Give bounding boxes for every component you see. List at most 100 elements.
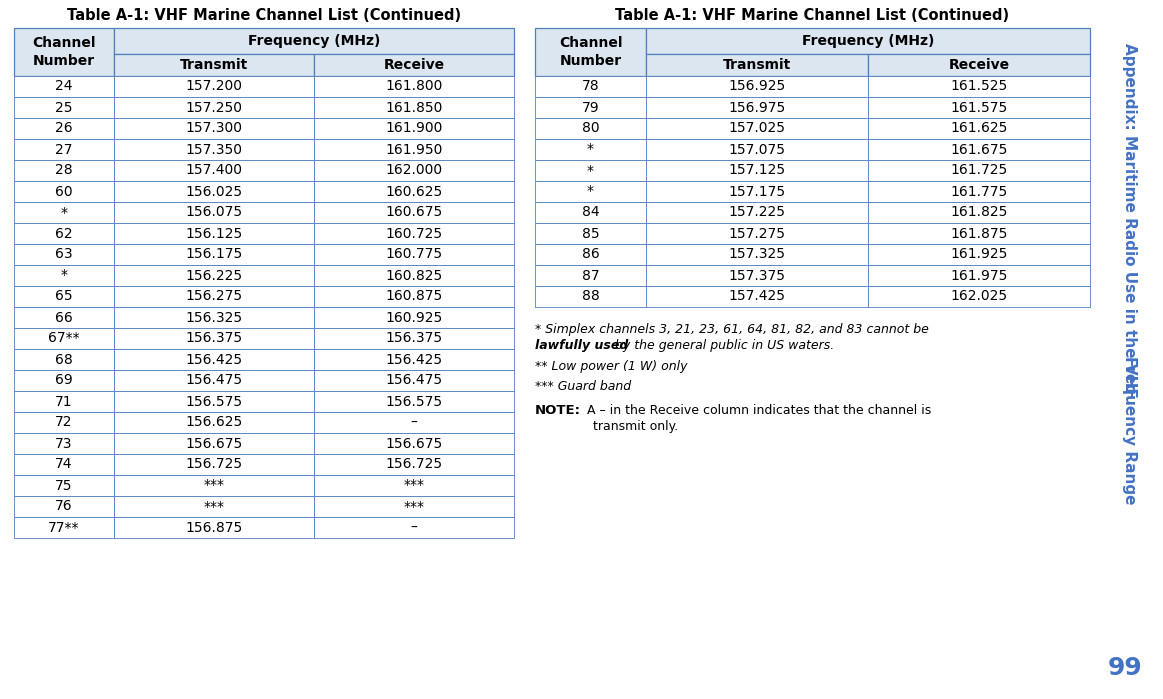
Text: 161.725: 161.725 <box>950 164 1007 178</box>
Text: 160.625: 160.625 <box>385 185 443 199</box>
Bar <box>114 370 314 391</box>
Bar <box>868 97 1090 118</box>
Bar <box>868 118 1090 139</box>
Bar <box>114 139 314 160</box>
Bar <box>114 181 314 202</box>
Bar <box>114 517 314 538</box>
Text: 156.425: 156.425 <box>385 352 443 366</box>
Bar <box>14 370 114 391</box>
Text: 156.325: 156.325 <box>185 310 243 324</box>
Text: ***: *** <box>404 500 424 514</box>
Text: Frequency (MHz): Frequency (MHz) <box>801 34 934 48</box>
Bar <box>868 223 1090 244</box>
Text: 161.975: 161.975 <box>950 268 1007 282</box>
Bar <box>14 181 114 202</box>
Text: 161.625: 161.625 <box>950 122 1007 136</box>
Bar <box>14 496 114 517</box>
Bar <box>645 181 868 202</box>
Text: Channel
Number: Channel Number <box>558 36 622 69</box>
Bar <box>114 391 314 412</box>
Text: 161.800: 161.800 <box>385 80 443 94</box>
Bar <box>14 412 114 433</box>
Bar <box>114 97 314 118</box>
Text: 156.975: 156.975 <box>728 101 786 115</box>
Bar <box>868 286 1090 307</box>
Bar <box>868 54 1090 76</box>
Text: 66: 66 <box>55 310 73 324</box>
Text: ***: *** <box>404 479 424 493</box>
Text: 156.675: 156.675 <box>185 436 243 450</box>
Bar <box>314 496 514 517</box>
Bar <box>314 118 514 139</box>
Bar <box>535 202 645 223</box>
Text: 156.375: 156.375 <box>185 331 243 345</box>
Text: 161.775: 161.775 <box>950 185 1007 199</box>
Bar <box>14 454 114 475</box>
Bar <box>868 181 1090 202</box>
Bar <box>314 370 514 391</box>
Text: 157.300: 157.300 <box>186 122 243 136</box>
Text: 76: 76 <box>55 500 73 514</box>
Text: 157.425: 157.425 <box>728 289 785 303</box>
Bar <box>14 265 114 286</box>
Bar <box>314 286 514 307</box>
Text: 157.025: 157.025 <box>728 122 785 136</box>
Text: 156.075: 156.075 <box>185 206 243 219</box>
Bar <box>314 139 514 160</box>
Text: 84: 84 <box>582 206 599 219</box>
Text: 160.725: 160.725 <box>385 226 443 240</box>
Text: Frequency (MHz): Frequency (MHz) <box>248 34 380 48</box>
Text: 156.375: 156.375 <box>385 331 443 345</box>
Text: –: – <box>411 521 418 535</box>
Text: 161.875: 161.875 <box>950 226 1007 240</box>
Text: 74: 74 <box>56 458 73 472</box>
Bar <box>314 328 514 349</box>
Text: 85: 85 <box>582 226 599 240</box>
Bar <box>314 307 514 328</box>
Bar <box>114 454 314 475</box>
Bar <box>314 76 514 97</box>
Text: 160.775: 160.775 <box>385 247 443 261</box>
Text: 69: 69 <box>55 373 73 387</box>
Text: 161.850: 161.850 <box>385 101 443 115</box>
Bar <box>645 139 868 160</box>
Text: 160.925: 160.925 <box>385 310 443 324</box>
Bar <box>645 76 868 97</box>
Bar <box>314 265 514 286</box>
Text: *: * <box>60 268 67 282</box>
Text: 156.025: 156.025 <box>185 185 243 199</box>
Text: 157.175: 157.175 <box>728 185 785 199</box>
Text: 157.200: 157.200 <box>186 80 243 94</box>
Text: 67**: 67** <box>48 331 80 345</box>
Bar <box>14 139 114 160</box>
Bar <box>114 475 314 496</box>
Bar <box>314 160 514 181</box>
Text: *: * <box>60 206 67 219</box>
Text: 156.175: 156.175 <box>185 247 243 261</box>
Bar <box>114 307 314 328</box>
Text: 162.025: 162.025 <box>950 289 1007 303</box>
Text: 162.000: 162.000 <box>385 164 443 178</box>
Text: 156.875: 156.875 <box>185 521 243 535</box>
Bar <box>868 76 1090 97</box>
Text: 157.250: 157.250 <box>186 101 243 115</box>
Bar <box>645 223 868 244</box>
Bar <box>645 97 868 118</box>
Bar <box>535 118 645 139</box>
Text: 60: 60 <box>55 185 73 199</box>
Bar <box>868 202 1090 223</box>
Text: –: – <box>411 415 418 429</box>
Text: 28: 28 <box>55 164 73 178</box>
Text: 156.725: 156.725 <box>385 458 443 472</box>
Bar <box>535 97 645 118</box>
Text: 161.675: 161.675 <box>950 143 1007 157</box>
Bar <box>14 28 114 76</box>
Text: Transmit: Transmit <box>723 58 791 72</box>
Text: 77**: 77** <box>48 521 80 535</box>
Bar <box>114 202 314 223</box>
Bar <box>314 181 514 202</box>
Bar <box>14 97 114 118</box>
Text: by the general public in US waters.: by the general public in US waters. <box>611 339 834 352</box>
Text: 156.475: 156.475 <box>185 373 243 387</box>
Text: 27: 27 <box>56 143 73 157</box>
